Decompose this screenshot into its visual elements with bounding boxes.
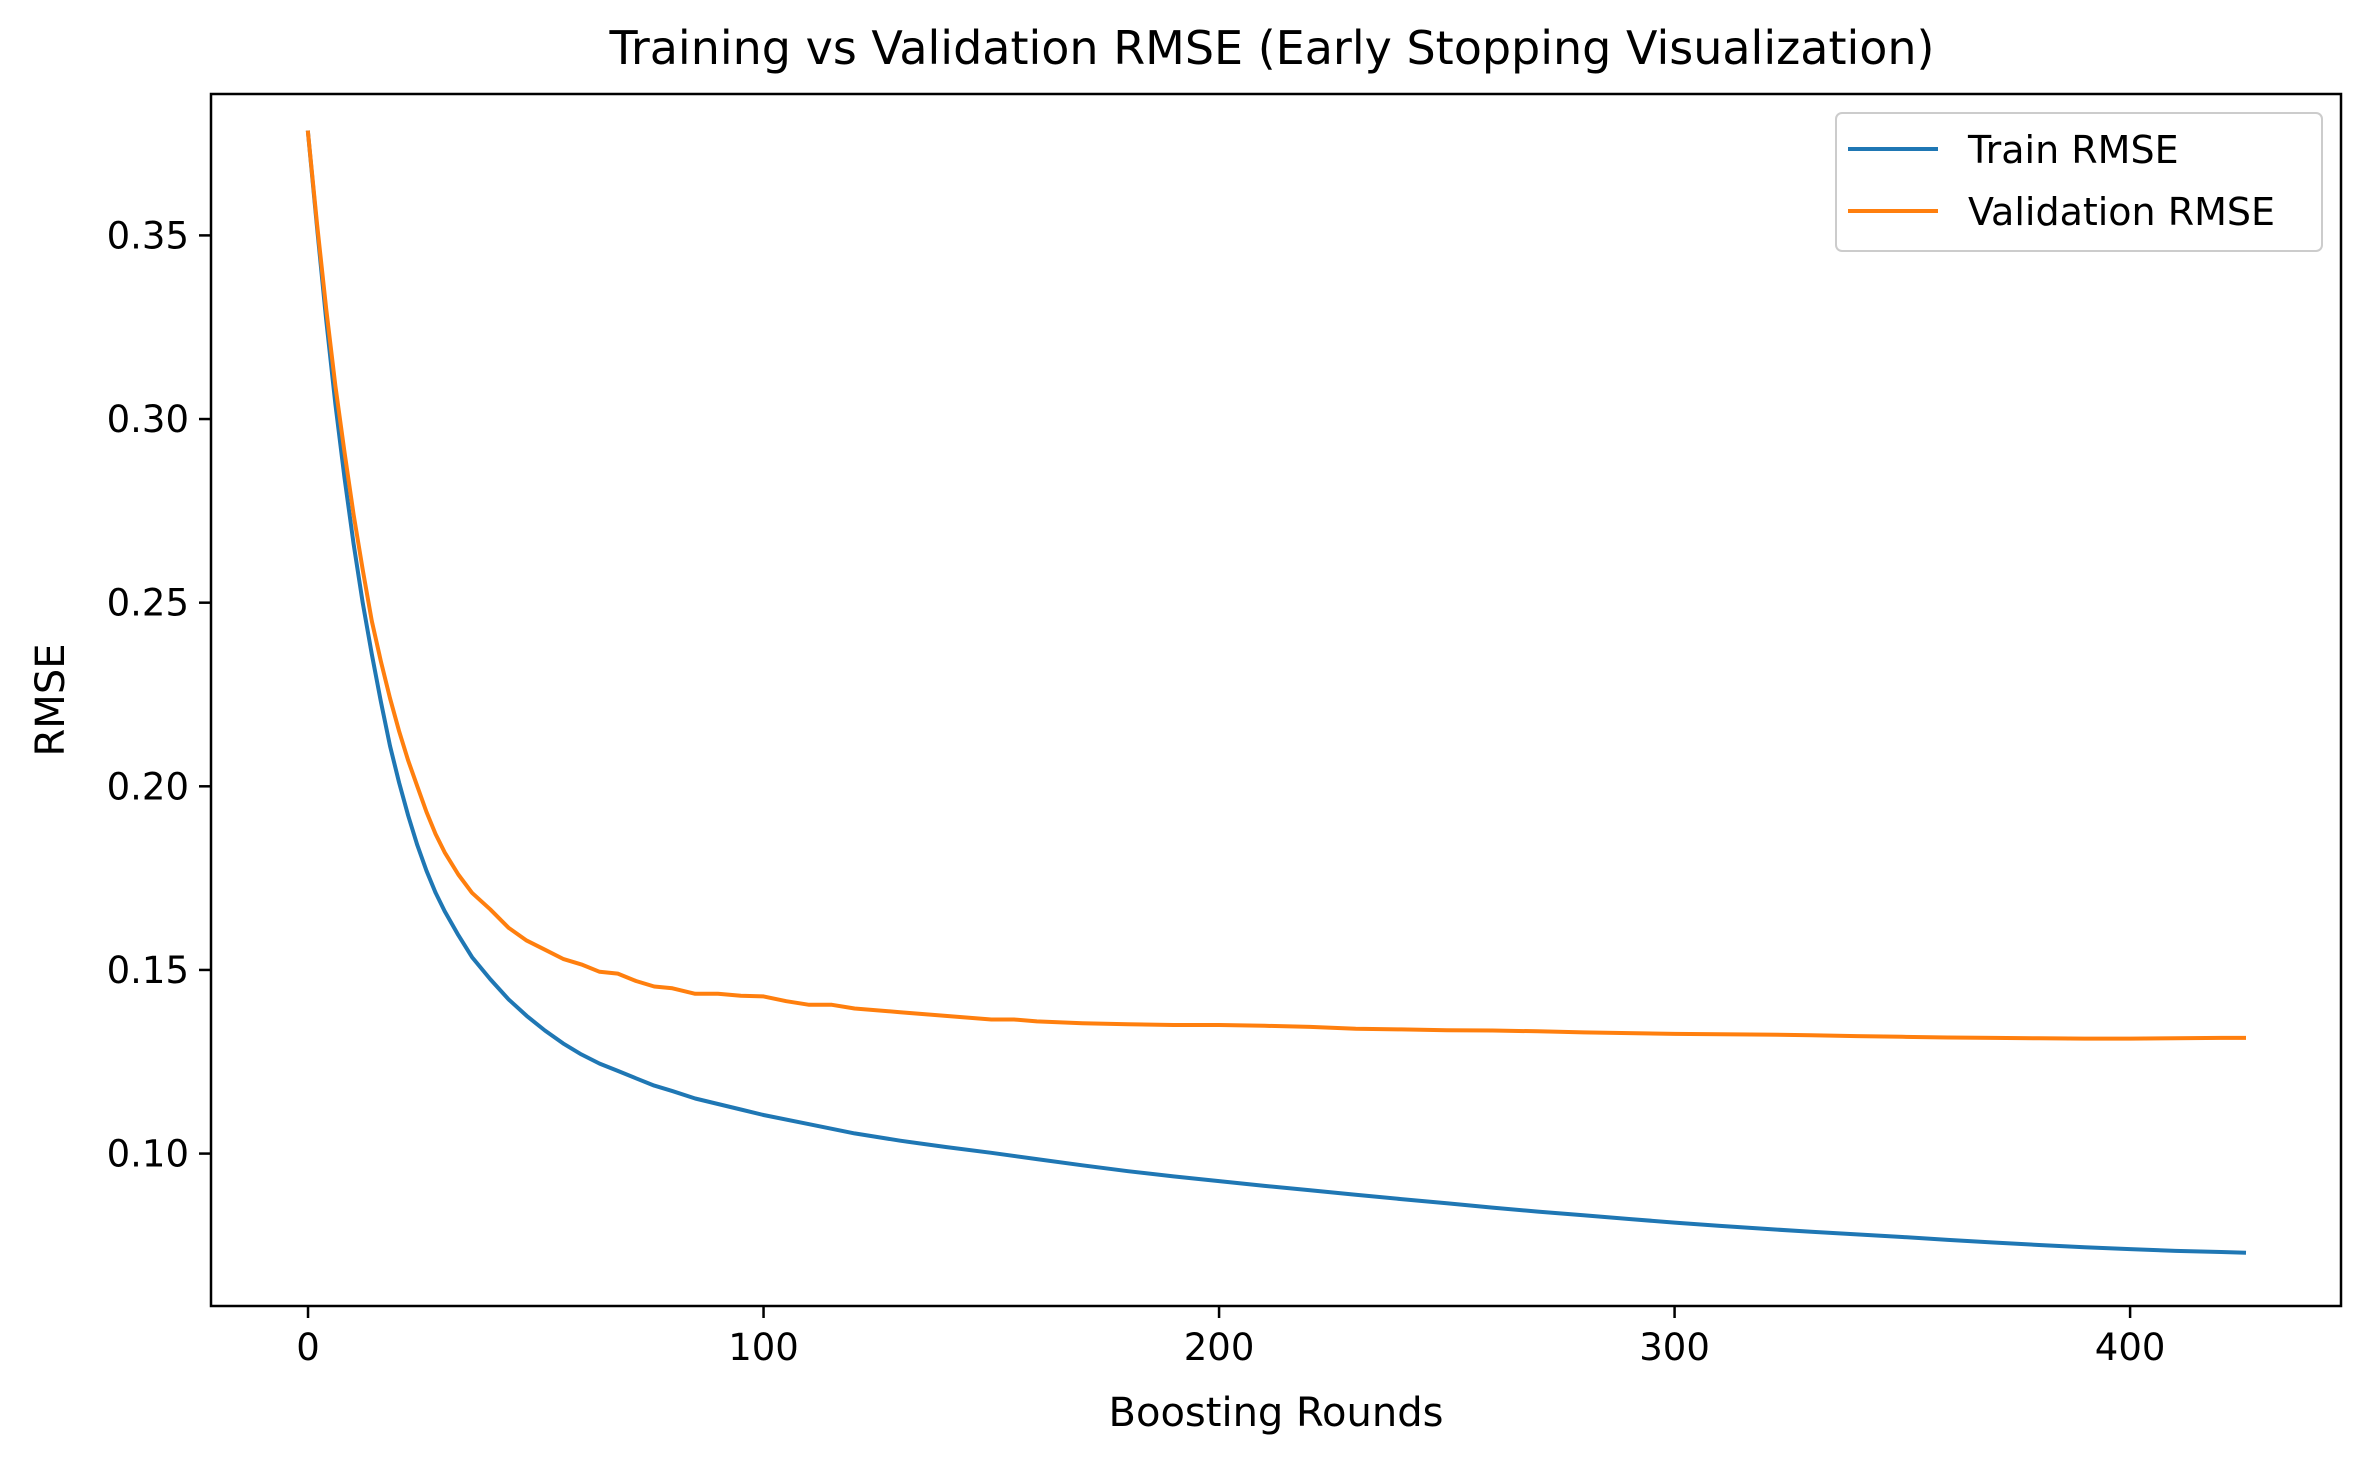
y-axis-ticks: 0.10 0.15 0.20 0.25 0.30 0.35 [107, 214, 211, 1176]
series-line-train-rmse [305, 130, 2247, 1255]
y-tick-label: 0.25 [107, 582, 189, 625]
legend-box [1835, 112, 2323, 252]
plot-lines [305, 130, 2247, 1255]
plot-area-frame [209, 92, 2343, 1308]
y-axis-label: RMSE [28, 644, 74, 757]
x-axis-ticks: 0 100 200 300 400 [296, 1306, 2165, 1369]
y-tick-label: 0.30 [107, 398, 189, 441]
x-tick-label: 100 [728, 1326, 799, 1369]
x-tick-label: 400 [2095, 1326, 2166, 1369]
series-line-validation-rmse [305, 130, 2246, 1041]
y-tick-label: 0.15 [107, 949, 189, 992]
x-tick-label: 200 [1184, 1326, 1255, 1369]
y-tick-label: 0.20 [107, 765, 189, 808]
y-tick-label: 0.10 [107, 1133, 189, 1176]
chart-title: Training vs Validation RMSE (Early Stopp… [608, 21, 1934, 75]
legend-label-validation-rmse: Validation RMSE [1968, 190, 2275, 234]
x-tick-label: 300 [1639, 1326, 1710, 1369]
x-tick-label: 0 [296, 1326, 320, 1369]
legend: Train RMSE Validation RMSE [1835, 112, 2323, 252]
y-tick-label: 0.35 [107, 214, 189, 257]
x-axis-label: Boosting Rounds [1109, 1390, 1444, 1436]
legend-label-train-rmse: Train RMSE [1967, 128, 2179, 172]
